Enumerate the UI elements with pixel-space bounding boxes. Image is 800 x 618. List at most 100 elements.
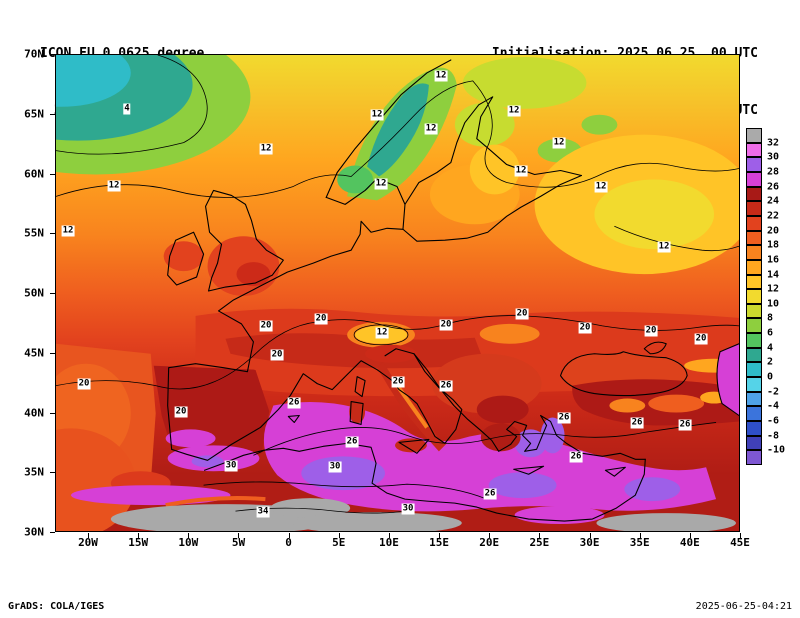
legend-color-cell [746, 377, 762, 392]
temperature-field-svg [56, 55, 739, 531]
lon-tick-label: 25E [529, 536, 550, 549]
contour-label: 34 [256, 506, 270, 518]
legend-color-cell [746, 274, 762, 290]
lon-tick-label: 15W [128, 536, 149, 549]
legend-value-label: 0 [767, 371, 774, 383]
lon-axis-tick [338, 533, 340, 538]
contour-label: 20 [578, 322, 592, 334]
contour-label: 26 [630, 417, 644, 429]
lat-tick-label: 50N [24, 286, 44, 300]
legend-value-label: -10 [767, 444, 786, 456]
lat-tick-label: 65N [24, 107, 44, 121]
legend-color-cell [746, 128, 762, 143]
contour-label: 26 [678, 419, 692, 431]
lon-axis-tick [238, 533, 240, 538]
legend-value-label: 30 [767, 151, 780, 163]
contour-label: 26 [345, 436, 359, 448]
contour-label: 12 [370, 109, 384, 121]
lat-axis-tick [50, 472, 55, 474]
legend-color-cell [746, 450, 762, 465]
temperature-shading [56, 55, 739, 531]
contour-label: 26 [439, 380, 453, 392]
contour-label: 26 [557, 412, 571, 424]
lon-axis-tick [689, 533, 691, 538]
lat-tick-label: 60N [24, 167, 44, 180]
contour-label: 12 [594, 181, 608, 193]
lat-axis-tick [50, 173, 55, 175]
lon-axis-tick [88, 533, 89, 538]
legend-value-label: 24 [767, 195, 780, 207]
creation-timestamp: 2025-06-25-04:21 [695, 601, 792, 612]
legend-color-cell [746, 406, 762, 422]
legend-value-label: 10 [767, 298, 780, 310]
lon-tick-label: 45E [730, 536, 750, 549]
contour-label: 20 [314, 313, 328, 325]
lat-axis-tick [50, 293, 55, 294]
lon-axis-tick [639, 533, 641, 538]
legend-value-label: -6 [767, 415, 780, 427]
contour-label: 26 [483, 488, 497, 500]
contour-label: 12 [657, 241, 671, 253]
contour-label: 20 [174, 406, 188, 418]
legend-value-label: 14 [767, 269, 780, 281]
lat-axis-tick [50, 54, 55, 55]
contour-label: 12 [375, 327, 389, 339]
legend-value-label: -2 [767, 386, 780, 398]
map-area: 4 12 12 12 12 12 12 12 12 12 12 12 12 12 20 20 20 20 20 20 2… [55, 54, 740, 532]
legend-color-cell [746, 245, 762, 260]
longitude-axis: 20W 15W 10W 5W 0 5E 10E 15E 20E 25E 30E 35E 40E 45E [55, 536, 750, 550]
lon-axis-tick [489, 533, 491, 538]
contour-label: 12 [61, 225, 75, 237]
contour-label: 12 [507, 105, 521, 117]
contour-label: 20 [515, 308, 529, 320]
contour-label: 12 [374, 178, 388, 190]
contour-label: 20 [644, 325, 658, 337]
lat-tick-label: 45N [24, 346, 44, 360]
contour-label: 20 [270, 349, 284, 361]
legend-value-label: 28 [767, 166, 780, 178]
lat-axis-tick [50, 113, 55, 115]
legend-color-cell [746, 171, 762, 187]
lon-axis-tick [439, 533, 441, 538]
lon-axis-tick [589, 533, 591, 538]
contour-label: 20 [259, 320, 273, 332]
legend-value-label: -8 [767, 430, 780, 442]
legend-color-cell [746, 201, 762, 216]
lat-axis-tick [50, 532, 55, 533]
lat-axis-tick [50, 352, 55, 354]
legend-value-label: 2 [767, 356, 774, 368]
legend-color-cell [746, 303, 762, 319]
contour-label: 26 [287, 397, 301, 409]
legend-color-cell [746, 142, 762, 158]
contour-label: 12 [259, 143, 273, 155]
legend-value-label: 12 [767, 283, 780, 295]
legend-value-label: 6 [767, 327, 774, 339]
latitude-axis: 70N 65N 60N 55N 50N 45N 40N 35N 30N [0, 48, 50, 539]
legend-color-cell [746, 230, 762, 246]
contour-labels-layer: 4 12 12 12 12 12 12 12 12 12 12 12 12 12 20 20 20 20 20 20 2… [56, 55, 739, 531]
color-legend: 32 30 28 26 24 22 20 18 16 14 12 10 8 6 4 2 0 -2 -4 -6 -8 -10 [746, 128, 800, 465]
legend-value-label: 26 [767, 181, 780, 193]
contour-label: 12 [552, 137, 566, 149]
grads-credit: GrADS: COLA/IGES [8, 601, 105, 612]
contour-label: 30 [328, 461, 342, 473]
legend-color-cell [746, 215, 762, 231]
contour-label: 12 [107, 180, 121, 192]
contour-label: 4 [123, 103, 131, 115]
lat-axis-tick [50, 412, 55, 414]
legend-color-cell [746, 318, 762, 334]
lon-tick-label: 5W [231, 536, 246, 549]
legend-value-label: 18 [767, 239, 780, 251]
legend-color-cell [746, 421, 762, 436]
contour-label: 26 [569, 451, 583, 463]
legend-value-label: 16 [767, 254, 780, 266]
lon-tick-label: 35E [629, 536, 650, 549]
legend-color-cell [746, 157, 762, 172]
contour-label: 20 [77, 378, 91, 390]
lon-tick-label: 5E [332, 536, 346, 549]
lon-axis-tick [388, 533, 390, 538]
legend-color-cell [746, 333, 762, 348]
legend-color-cell [746, 362, 762, 378]
legend-color-cell [746, 435, 762, 451]
